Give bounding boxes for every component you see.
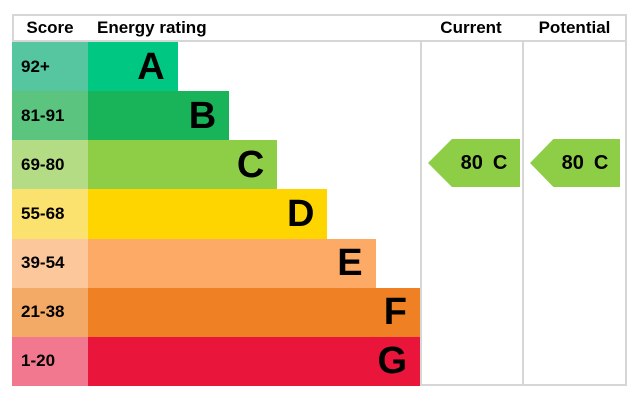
table-border-right	[625, 14, 627, 386]
table-border-left	[12, 14, 14, 42]
score-range-g: 1-20	[12, 336, 88, 386]
rating-band-d: D	[88, 189, 328, 239]
rating-band-f: F	[88, 287, 420, 337]
band-letter-g: G	[377, 340, 407, 383]
band-row-e: 39-54 E	[12, 238, 420, 288]
band-row-d: 55-68 D	[12, 189, 420, 239]
band-row-a: 92+ A	[12, 42, 420, 92]
header-divider	[12, 40, 627, 42]
score-range-d: 55-68	[12, 189, 88, 239]
band-row-c: 69-80 C	[12, 140, 420, 190]
band-letter-a: A	[137, 45, 165, 88]
rating-band-c: C	[88, 140, 278, 190]
score-range-f: 21-38	[12, 287, 88, 337]
band-letter-d: D	[287, 192, 315, 235]
band-letter-c: C	[236, 143, 265, 186]
score-range-b: 81-91	[12, 91, 88, 141]
potential-rating-letter: C	[593, 151, 609, 174]
band-letter-f: F	[383, 291, 407, 334]
potential-column-divider	[522, 40, 524, 386]
band-row-f: 21-38 F	[12, 287, 420, 337]
epc-rating-chart: Score Energy rating Current Potential 92…	[12, 14, 627, 386]
current-column-divider	[420, 40, 422, 386]
header-row: Score Energy rating Current Potential	[12, 16, 627, 40]
current-column-header: Current	[440, 18, 502, 37]
current-rating-value: 80	[460, 151, 483, 174]
band-row-g: 1-20 G	[12, 336, 420, 386]
rating-band-g: G	[88, 336, 420, 386]
score-range-c: 69-80	[12, 140, 88, 190]
table-border-top	[12, 14, 627, 16]
rating-band-a: A	[88, 42, 178, 92]
potential-rating-arrow: 80 C	[530, 139, 620, 187]
potential-rating-value: 80	[561, 151, 584, 174]
current-rating-arrow: 80 C	[428, 139, 520, 187]
rating-band-b: B	[88, 91, 230, 141]
energy-rating-column-header: Energy rating	[97, 18, 207, 37]
potential-column-header: Potential	[538, 18, 611, 37]
score-range-e: 39-54	[12, 238, 88, 288]
table-border-bottom	[403, 384, 627, 386]
band-letter-b: B	[188, 94, 217, 137]
rating-band-e: E	[88, 238, 376, 288]
score-range-a: 92+	[12, 42, 88, 92]
chart-body: 92+ A 81-91 B 69-80 C 55-68 D 39-54 E 21-38 F 1-20 G	[12, 42, 420, 386]
score-column-header: Score	[26, 18, 74, 37]
current-rating-letter: C	[492, 151, 508, 174]
band-row-b: 81-91 B	[12, 91, 420, 141]
band-letter-e: E	[337, 242, 363, 285]
